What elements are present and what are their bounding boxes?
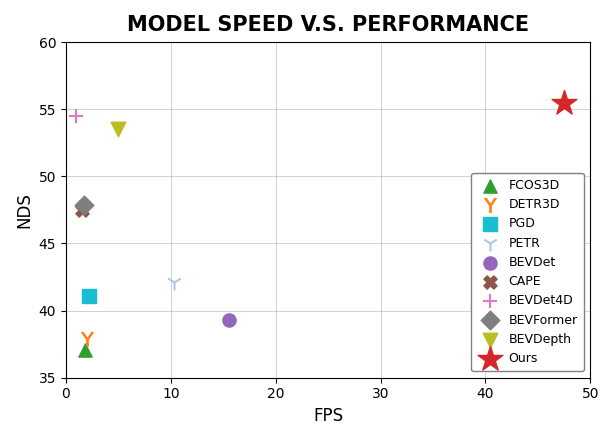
BEVDet4D: [71, 113, 81, 120]
CAPE: [77, 206, 87, 213]
Title: MODEL SPEED V.S. PERFORMANCE: MODEL SPEED V.S. PERFORMANCE: [127, 15, 529, 35]
BEVDepth: [114, 126, 123, 133]
BEVDet: [225, 316, 235, 323]
PGD: [84, 292, 94, 299]
X-axis label: FPS: FPS: [313, 407, 343, 425]
DETR3D: [82, 335, 91, 342]
PETR: [169, 279, 179, 286]
BEVFormer: [79, 201, 88, 208]
Legend: FCOS3D, DETR3D, PGD, PETR, BEVDet, CAPE, BEVDet4D, BEVFormer, BEVDepth, Ours: FCOS3D, DETR3D, PGD, PETR, BEVDet, CAPE,…: [471, 173, 584, 371]
Y-axis label: NDS: NDS: [15, 192, 33, 228]
FCOS3D: [80, 346, 90, 353]
Ours: [559, 99, 569, 106]
